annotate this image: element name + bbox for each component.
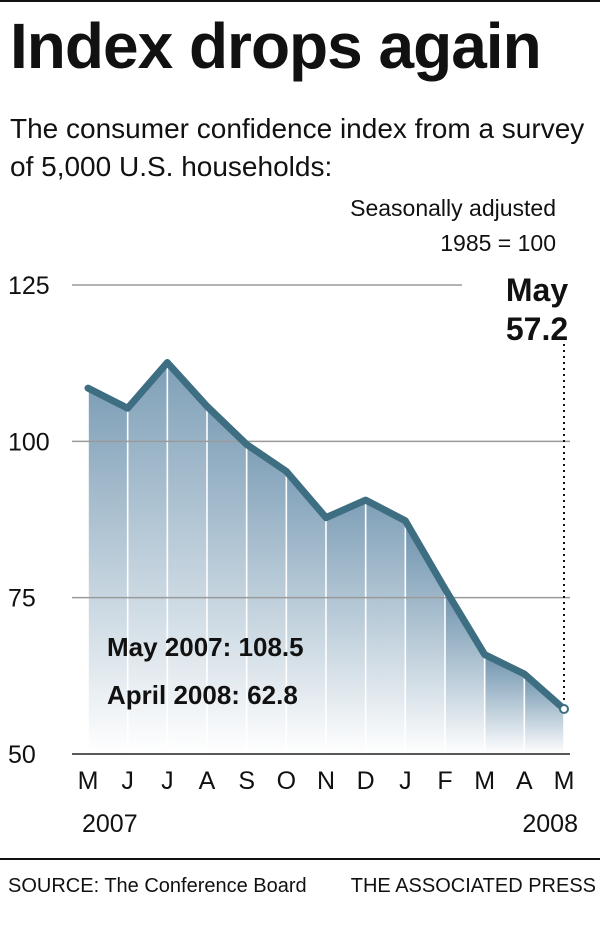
area-segment [88, 388, 128, 754]
y-tick-label: 125 [8, 272, 50, 300]
area-segment [405, 520, 445, 754]
area-segment [207, 406, 247, 754]
area-segment [484, 654, 525, 754]
data-line [84, 359, 568, 713]
x-tick-label: A [199, 767, 216, 795]
x-tick-label: M [78, 767, 99, 795]
x-tick-label: D [357, 767, 375, 795]
year-label-2007: 2007 [82, 810, 138, 838]
data-point-end [559, 703, 569, 714]
annotation-may-2007: May 2007: 108.5 [107, 632, 304, 662]
note-seasonally-adjusted: Seasonally adjusted [350, 195, 556, 221]
agency-credit: THE ASSOCIATED PRESS [350, 875, 596, 897]
source-credit: SOURCE: The Conference Board [8, 875, 307, 897]
x-tick-label: J [161, 767, 174, 795]
callout-label: May [506, 272, 568, 308]
area-segment [127, 362, 168, 754]
note-base-year: 1985 = 100 [440, 230, 556, 256]
area-segment [445, 588, 485, 754]
x-tick-label: S [238, 767, 255, 795]
callout-value: 57.2 [506, 311, 568, 347]
chart-subtitle: The consumer confidence index from a sur… [10, 113, 585, 182]
annotation-april-2008: April 2008: 62.8 [107, 680, 298, 710]
y-tick-label: 100 [8, 428, 50, 456]
x-tick-label: F [437, 767, 452, 795]
chart-title: Index drops again [10, 10, 542, 82]
x-tick-label: M [554, 767, 575, 795]
area-segment [524, 673, 564, 754]
y-tick-label: 75 [8, 585, 36, 613]
x-tick-label: J [121, 767, 134, 795]
area-segment [167, 362, 207, 754]
area-segment [246, 444, 287, 754]
bottom-rule [0, 858, 600, 860]
area-segment [365, 500, 406, 754]
area-segment [326, 500, 366, 754]
y-tick-label: 50 [8, 741, 36, 769]
year-label-2008: 2008 [522, 810, 578, 838]
x-tick-label: N [317, 767, 335, 795]
top-rule [0, 0, 600, 2]
x-tick-label: O [277, 767, 296, 795]
x-tick-label: A [516, 767, 533, 795]
area-segment [286, 471, 326, 754]
x-tick-label: J [399, 767, 412, 795]
x-tick-label: M [474, 767, 495, 795]
